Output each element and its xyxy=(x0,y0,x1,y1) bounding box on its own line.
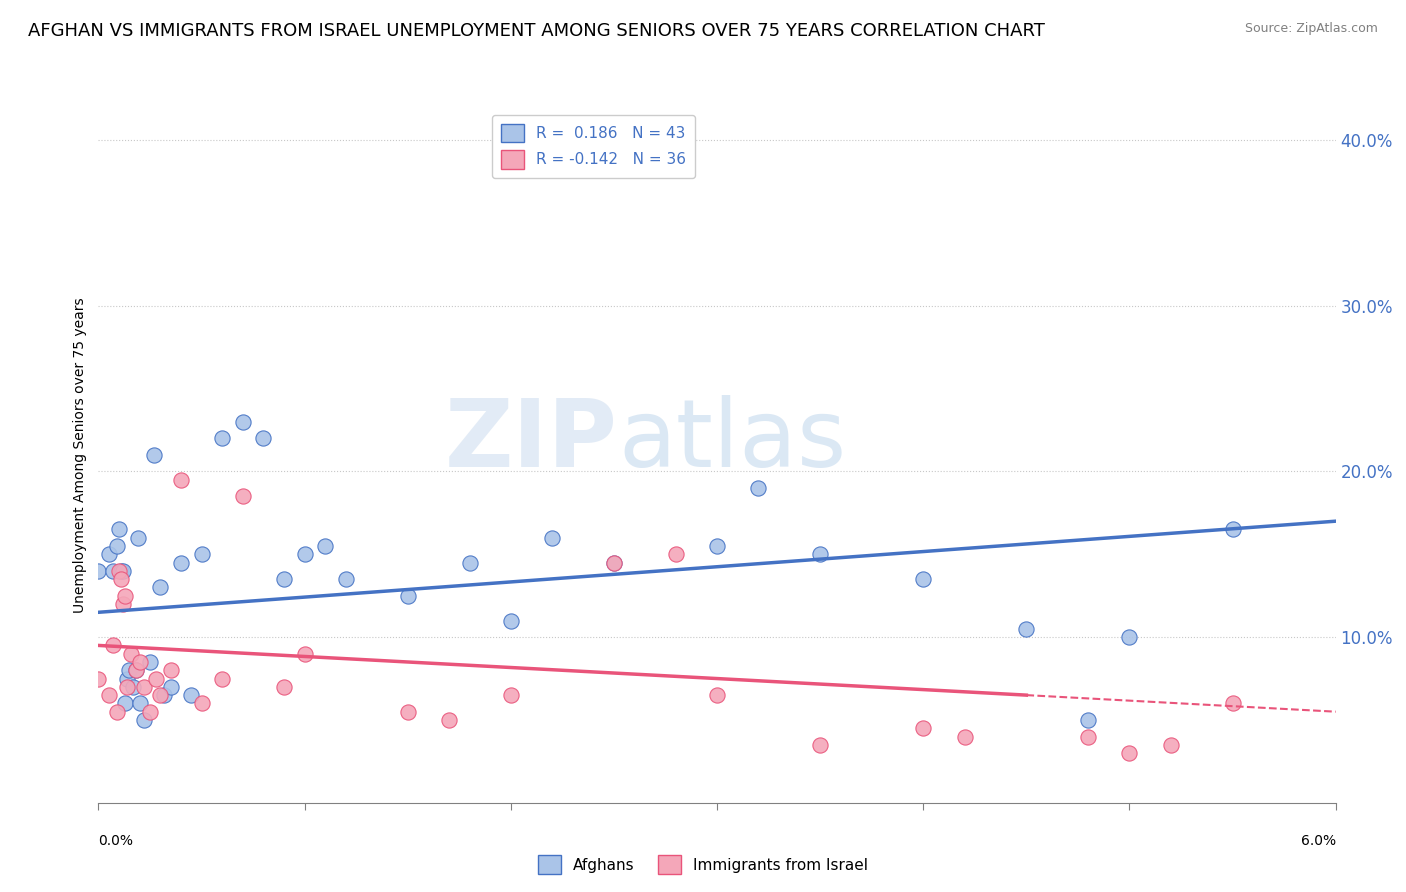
Point xyxy=(190,697,212,711)
Point xyxy=(122,680,145,694)
Point xyxy=(541,531,564,545)
Point xyxy=(499,614,522,628)
Point xyxy=(120,647,142,661)
Point xyxy=(252,431,274,445)
Text: ZIP: ZIP xyxy=(446,395,619,487)
Point xyxy=(87,672,110,686)
Legend: Afghans, Immigrants from Israel: Afghans, Immigrants from Israel xyxy=(531,849,875,880)
Point xyxy=(603,556,626,570)
Point xyxy=(170,473,193,487)
Point xyxy=(211,672,233,686)
Point xyxy=(190,547,212,561)
Point xyxy=(112,564,135,578)
Text: AFGHAN VS IMMIGRANTS FROM ISRAEL UNEMPLOYMENT AMONG SENIORS OVER 75 YEARS CORREL: AFGHAN VS IMMIGRANTS FROM ISRAEL UNEMPLO… xyxy=(28,22,1045,40)
Point xyxy=(211,431,233,445)
Point xyxy=(128,697,150,711)
Point xyxy=(97,688,120,702)
Point xyxy=(294,547,316,561)
Point xyxy=(1160,738,1182,752)
Point xyxy=(110,572,132,586)
Point xyxy=(117,680,139,694)
Point xyxy=(153,688,176,702)
Point xyxy=(912,572,935,586)
Point xyxy=(124,663,146,677)
Point xyxy=(114,697,136,711)
Point xyxy=(143,448,166,462)
Point xyxy=(458,556,481,570)
Point xyxy=(101,564,124,578)
Point xyxy=(110,564,132,578)
Point xyxy=(603,556,626,570)
Point xyxy=(706,688,728,702)
Text: Source: ZipAtlas.com: Source: ZipAtlas.com xyxy=(1244,22,1378,36)
Point xyxy=(87,564,110,578)
Point xyxy=(953,730,976,744)
Point xyxy=(396,589,419,603)
Point xyxy=(273,680,295,694)
Point xyxy=(437,713,460,727)
Text: 0.0%: 0.0% xyxy=(98,834,134,848)
Point xyxy=(1118,746,1140,760)
Point xyxy=(294,647,316,661)
Point xyxy=(180,688,202,702)
Point xyxy=(145,672,167,686)
Point xyxy=(747,481,769,495)
Point xyxy=(118,663,141,677)
Point xyxy=(912,721,935,735)
Point xyxy=(665,547,688,561)
Point xyxy=(127,531,149,545)
Point xyxy=(273,572,295,586)
Point xyxy=(97,547,120,561)
Point xyxy=(499,688,522,702)
Point xyxy=(1222,697,1244,711)
Point xyxy=(1077,730,1099,744)
Text: atlas: atlas xyxy=(619,395,846,487)
Point xyxy=(159,680,181,694)
Point xyxy=(232,415,254,429)
Y-axis label: Unemployment Among Seniors over 75 years: Unemployment Among Seniors over 75 years xyxy=(73,297,87,613)
Point xyxy=(105,705,128,719)
Point xyxy=(159,663,181,677)
Text: 6.0%: 6.0% xyxy=(1301,834,1336,848)
Point xyxy=(117,672,139,686)
Point xyxy=(124,663,146,677)
Point xyxy=(114,589,136,603)
Point xyxy=(139,655,162,669)
Point xyxy=(108,523,131,537)
Point xyxy=(128,655,150,669)
Point xyxy=(170,556,193,570)
Point xyxy=(105,539,128,553)
Point xyxy=(396,705,419,719)
Point xyxy=(1222,523,1244,537)
Point xyxy=(132,713,155,727)
Point xyxy=(706,539,728,553)
Point xyxy=(149,688,172,702)
Point xyxy=(132,680,155,694)
Point xyxy=(232,489,254,503)
Point xyxy=(101,639,124,653)
Point xyxy=(335,572,357,586)
Legend: R =  0.186   N = 43, R = -0.142   N = 36: R = 0.186 N = 43, R = -0.142 N = 36 xyxy=(492,115,695,178)
Point xyxy=(139,705,162,719)
Point xyxy=(314,539,336,553)
Point xyxy=(1118,630,1140,644)
Point xyxy=(808,547,831,561)
Point xyxy=(108,564,131,578)
Point xyxy=(1077,713,1099,727)
Point xyxy=(149,581,172,595)
Point xyxy=(808,738,831,752)
Point xyxy=(112,597,135,611)
Point xyxy=(1015,622,1038,636)
